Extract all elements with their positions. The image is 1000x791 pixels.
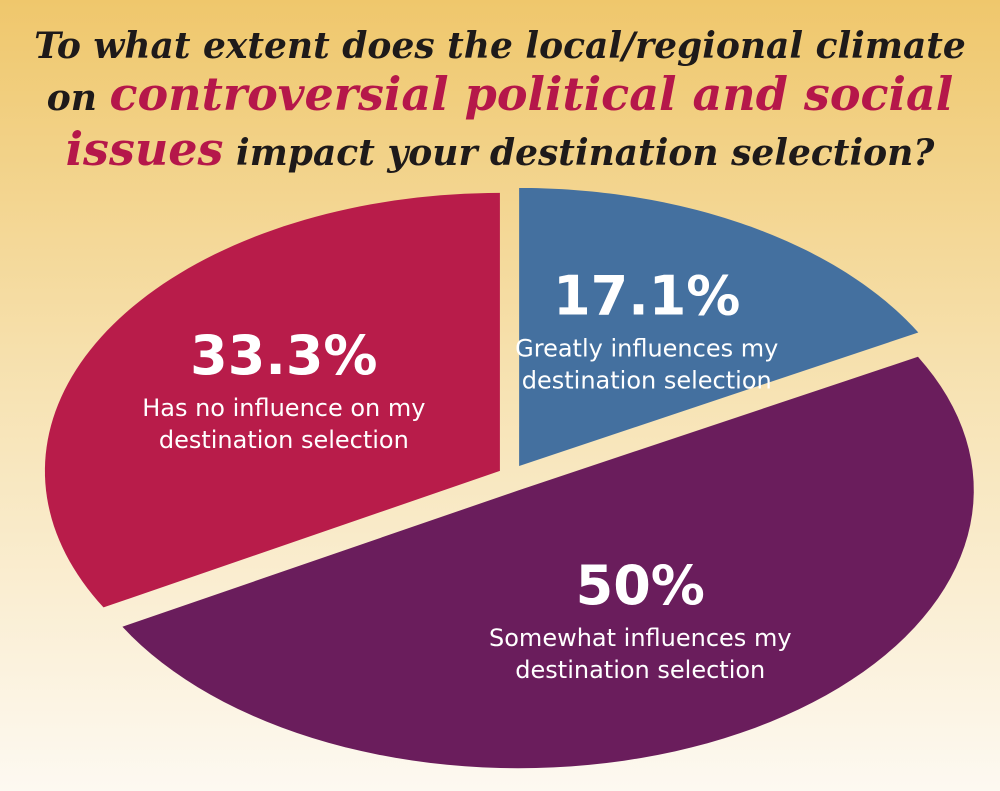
pie-slice: [122, 356, 974, 769]
value-label: 17.1%: [553, 264, 740, 327]
value-label: 33.3%: [190, 324, 377, 387]
slice-label: Has no influence on my: [142, 394, 425, 422]
pie-slice: [519, 187, 919, 466]
chart-title: To what extent does the local/regional c…: [34, 25, 966, 67]
title-highlight: controversial political and social: [109, 67, 953, 121]
title-highlight: issues: [66, 122, 224, 176]
title-part: on: [47, 77, 97, 119]
slice-label: Greatly influences my: [515, 334, 778, 362]
pie-slice: [44, 192, 500, 608]
chart-title: on controversial political and social: [47, 67, 954, 121]
title-part: impact your destination selection?: [236, 132, 935, 174]
slice-label: destination selection: [522, 366, 772, 394]
slice-label: destination selection: [159, 426, 409, 454]
chart-title: issues impact your destination selection…: [66, 122, 936, 176]
value-label: 50%: [576, 554, 705, 617]
slice-label: destination selection: [515, 656, 765, 684]
slice-label: Somewhat influences my: [489, 624, 792, 652]
